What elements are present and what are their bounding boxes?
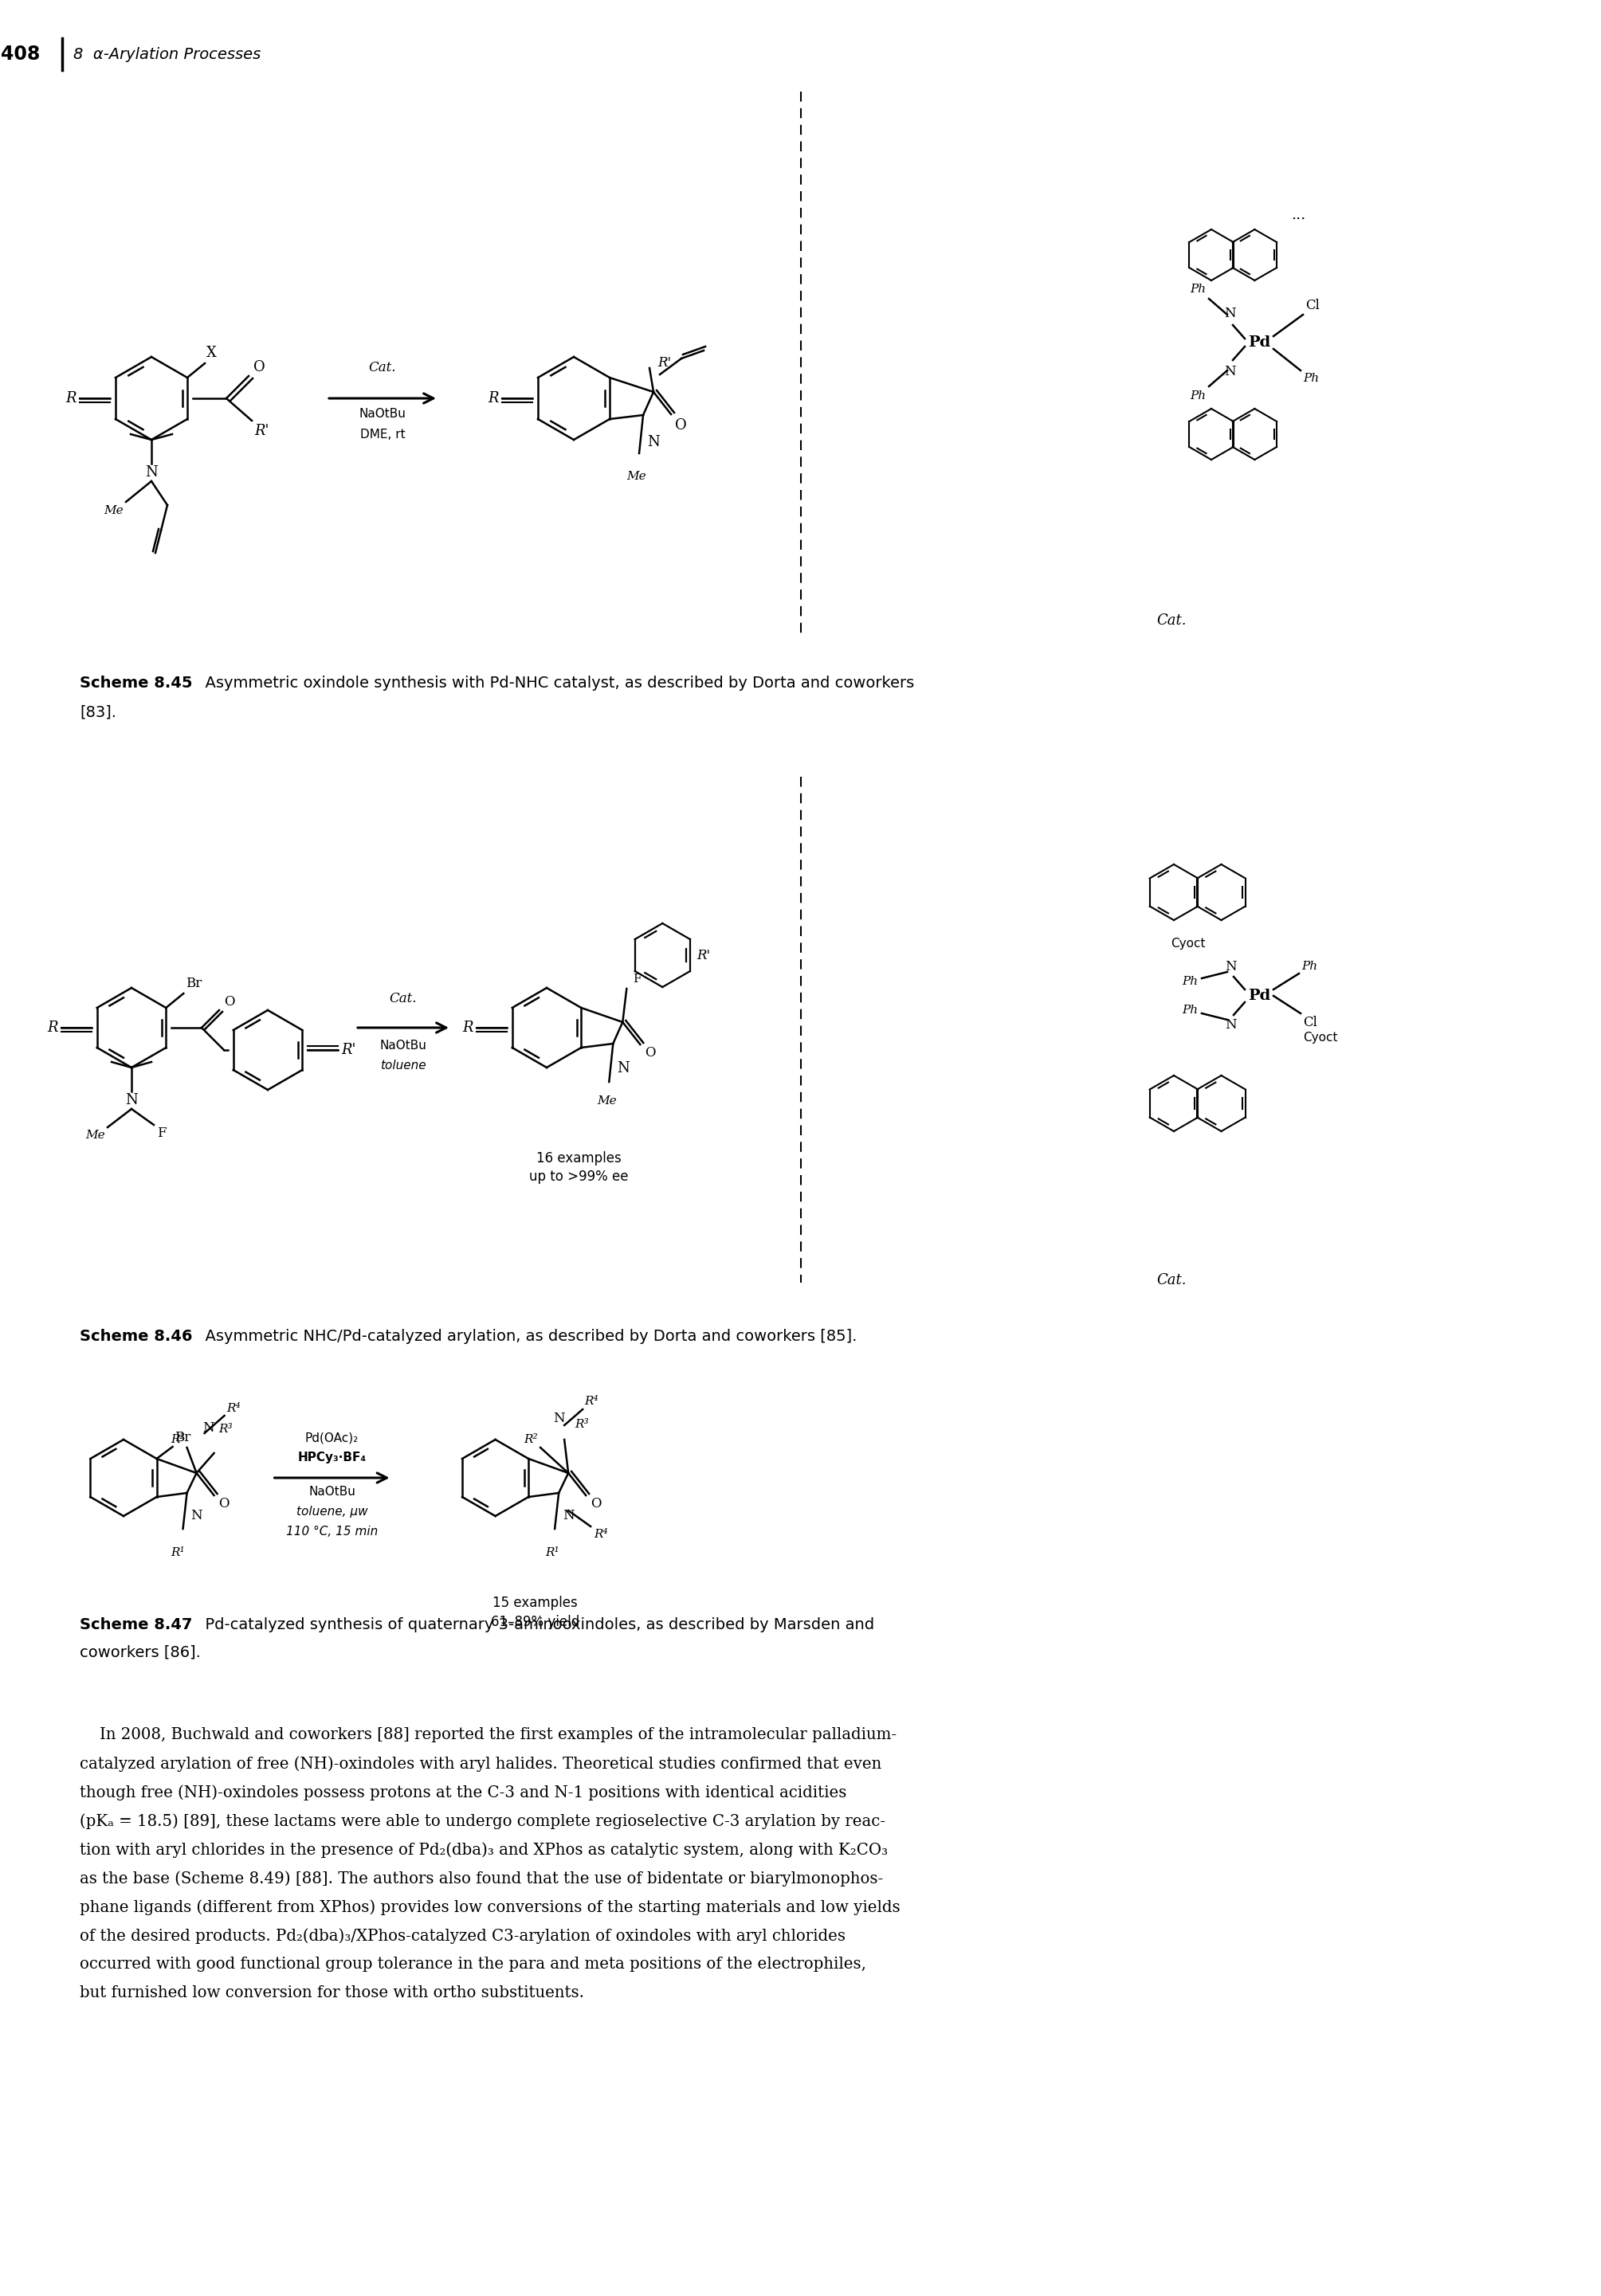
Text: Br: Br: [175, 1430, 191, 1444]
Text: Asymmetric oxindole synthesis with Pd-NHC catalyst, as described by Dorta and co: Asymmetric oxindole synthesis with Pd-NH…: [195, 675, 914, 691]
Text: N: N: [146, 466, 157, 480]
Text: R³: R³: [219, 1424, 232, 1435]
Text: Pd: Pd: [1247, 990, 1270, 1003]
Text: R⁴: R⁴: [584, 1396, 599, 1407]
Text: Pd: Pd: [1247, 335, 1270, 349]
Text: N: N: [1223, 365, 1236, 379]
Text: R¹: R¹: [546, 1548, 559, 1559]
Text: N: N: [616, 1061, 629, 1075]
Text: N: N: [647, 434, 660, 450]
Text: O: O: [253, 360, 266, 374]
Text: 110 °C, 15 min: 110 °C, 15 min: [287, 1525, 378, 1538]
Text: Ph: Ph: [1182, 1006, 1198, 1015]
Text: Cl: Cl: [1305, 298, 1319, 312]
Text: Ph: Ph: [1190, 285, 1206, 294]
Text: toluene, μw: toluene, μw: [296, 1506, 368, 1518]
Text: phane ligands (different from XPhos) provides low conversions of the starting ma: phane ligands (different from XPhos) pro…: [80, 1899, 900, 1915]
Text: toluene: toluene: [381, 1058, 426, 1072]
Text: 61–89% yield: 61–89% yield: [492, 1614, 580, 1630]
Text: F: F: [157, 1127, 167, 1141]
Text: catalyzed arylation of free (NH)-oxindoles with aryl halides. Theoretical studie: catalyzed arylation of free (NH)-oxindol…: [80, 1756, 882, 1773]
Text: occurred with good functional group tolerance in the para and meta positions of : occurred with good functional group tole…: [80, 1956, 866, 1972]
Text: Me: Me: [85, 1130, 106, 1141]
Text: O: O: [224, 994, 235, 1008]
Text: NaOtBu: NaOtBu: [379, 1040, 427, 1052]
Text: R²: R²: [170, 1435, 184, 1444]
Text: O: O: [219, 1497, 229, 1511]
Text: though free (NH)-oxindoles possess protons at the C-3 and N-1 positions with ide: though free (NH)-oxindoles possess proto…: [80, 1784, 847, 1800]
Text: N: N: [1225, 1017, 1236, 1031]
Text: Scheme 8.46: Scheme 8.46: [80, 1329, 192, 1343]
Text: N: N: [552, 1412, 565, 1426]
Text: R²: R²: [524, 1435, 538, 1444]
Text: coworkers [86].: coworkers [86].: [80, 1644, 200, 1660]
Text: Me: Me: [628, 471, 647, 482]
Text: NaOtBu: NaOtBu: [359, 409, 407, 420]
Text: tion with aryl chlorides in the presence of Pd₂(dba)₃ and XPhos as catalytic sys: tion with aryl chlorides in the presence…: [80, 1841, 889, 1857]
Text: Pd-catalyzed synthesis of quaternary 3-aminooxindoles, as described by Marsden a: Pd-catalyzed synthesis of quaternary 3-a…: [195, 1616, 874, 1632]
Text: 16 examples: 16 examples: [536, 1150, 621, 1166]
Text: Ph: Ph: [1182, 976, 1198, 987]
Text: R⁴: R⁴: [227, 1403, 240, 1414]
Text: Asymmetric NHC/Pd-catalyzed arylation, as described by Dorta and coworkers [85].: Asymmetric NHC/Pd-catalyzed arylation, a…: [195, 1329, 857, 1343]
Text: R: R: [488, 390, 500, 406]
Text: Ph: Ph: [1303, 372, 1319, 383]
Text: R: R: [48, 1019, 58, 1035]
Text: O: O: [645, 1047, 656, 1058]
Text: R¹: R¹: [170, 1548, 184, 1559]
Text: 8  α-Arylation Processes: 8 α-Arylation Processes: [74, 46, 261, 62]
Text: N: N: [1225, 960, 1236, 974]
Text: (pΚₐ = 18.5) [89], these lactams were able to undergo complete regioselective C-: (pΚₐ = 18.5) [89], these lactams were ab…: [80, 1814, 885, 1830]
Text: R': R': [255, 425, 269, 439]
Text: Scheme 8.45: Scheme 8.45: [80, 675, 192, 691]
Text: R': R': [658, 356, 671, 370]
Text: Me: Me: [597, 1095, 616, 1107]
Text: N: N: [203, 1421, 215, 1435]
Text: Ph: Ph: [1190, 390, 1206, 402]
Text: Cat.: Cat.: [1156, 613, 1186, 627]
Text: Cyoct: Cyoct: [1303, 1031, 1337, 1045]
Text: Cat.: Cat.: [389, 992, 416, 1006]
Text: HPCy₃·BF₄: HPCy₃·BF₄: [298, 1451, 367, 1463]
Text: Cl: Cl: [1303, 1015, 1318, 1029]
Text: NaOtBu: NaOtBu: [309, 1486, 355, 1497]
Text: O: O: [676, 418, 687, 432]
Text: Me: Me: [104, 505, 123, 517]
Text: Cat.: Cat.: [1156, 1272, 1186, 1288]
Text: R: R: [463, 1019, 474, 1035]
Text: 408: 408: [0, 44, 40, 64]
Text: R': R': [341, 1042, 355, 1056]
Text: Br: Br: [186, 976, 202, 990]
Text: Cat.: Cat.: [368, 360, 397, 374]
Text: R⁴: R⁴: [594, 1529, 608, 1541]
Text: F: F: [632, 974, 642, 985]
Text: Cyoct: Cyoct: [1170, 937, 1206, 951]
Text: N: N: [562, 1508, 575, 1522]
Text: Ph: Ph: [1302, 960, 1318, 971]
Text: In 2008, Buchwald and coworkers [88] reported the first examples of the intramol: In 2008, Buchwald and coworkers [88] rep…: [80, 1727, 897, 1743]
Text: [83].: [83].: [80, 705, 117, 719]
Text: 15 examples: 15 examples: [493, 1596, 578, 1609]
Text: DME, rt: DME, rt: [360, 429, 405, 441]
Text: R': R': [696, 948, 711, 962]
Text: of the desired products. Pd₂(dba)₃/XPhos-catalyzed C3-arylation of oxindoles wit: of the desired products. Pd₂(dba)₃/XPhos…: [80, 1929, 845, 1945]
Text: Pd(OAc)₂: Pd(OAc)₂: [306, 1433, 359, 1444]
Text: O: O: [591, 1497, 602, 1511]
Text: N: N: [1223, 308, 1236, 319]
Text: but furnished low conversion for those with ortho substituents.: but furnished low conversion for those w…: [80, 1986, 584, 2000]
Text: N: N: [191, 1508, 203, 1522]
Text: R: R: [66, 390, 77, 406]
Text: X: X: [207, 347, 216, 360]
Text: ···: ···: [1290, 211, 1306, 227]
Text: Scheme 8.47: Scheme 8.47: [80, 1616, 192, 1632]
Text: R³: R³: [575, 1419, 589, 1430]
Text: as the base (Scheme 8.49) [88]. The authors also found that the use of bidentate: as the base (Scheme 8.49) [88]. The auth…: [80, 1871, 884, 1887]
Text: up to >99% ee: up to >99% ee: [528, 1169, 628, 1185]
Text: N: N: [125, 1093, 138, 1107]
